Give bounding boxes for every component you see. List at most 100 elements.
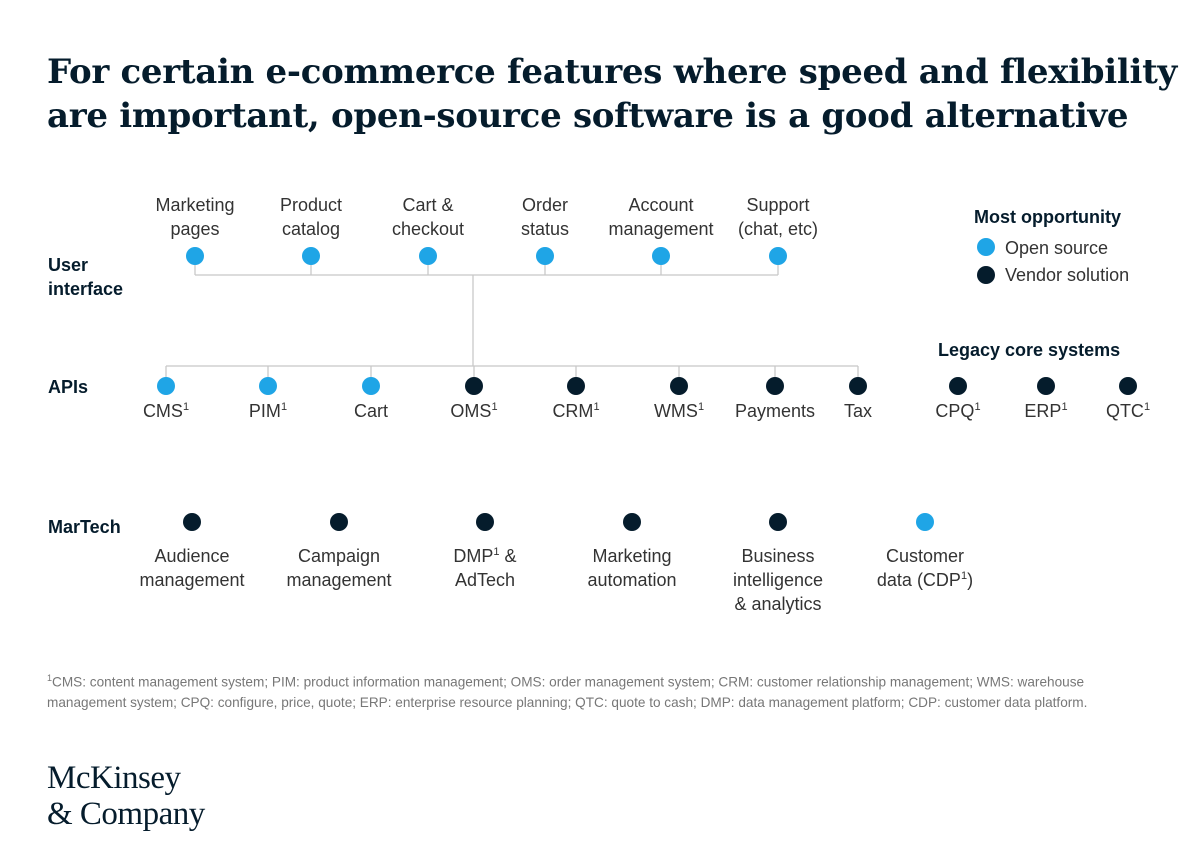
legend-open-dot [977, 238, 995, 256]
api-node: Payments [735, 377, 815, 421]
api-layer: CMS1 PIM1 Cart OMS1 CRM1 WMS1 Payments Tax [143, 377, 872, 421]
legend-title: Most opportunity [974, 207, 1121, 227]
ui-node-dot [419, 247, 437, 265]
api-node-label: OMS1 [450, 401, 497, 421]
title-line-2: are important, open-source software is a… [47, 96, 1129, 136]
martech-node-dot [916, 513, 934, 531]
ui-node: Account management [608, 195, 714, 265]
martech-node: Marketing automation [587, 513, 677, 590]
martech-node-dot [330, 513, 348, 531]
martech-node: Campaign management [286, 513, 392, 590]
api-node-dot [567, 377, 585, 395]
ui-node-label: Order [522, 195, 568, 215]
ui-node-dot [186, 247, 204, 265]
ui-node-label: (chat, etc) [738, 219, 818, 239]
legend: Most opportunity Open source Vendor soluti… [974, 207, 1129, 285]
api-node-label: WMS1 [654, 401, 704, 421]
logo-line-1: McKinsey [47, 760, 181, 796]
martech-node-label: Business [741, 546, 814, 566]
mckinsey-logo: McKinsey & Company [47, 760, 205, 832]
martech-node-label: management [139, 570, 244, 590]
ui-node-dot [769, 247, 787, 265]
martech-node-label: automation [587, 570, 676, 590]
row-label-apis: APIs [48, 377, 88, 397]
martech-node-label: DMP1 & [453, 546, 516, 566]
ui-node-dot [536, 247, 554, 265]
martech-node: DMP1 & AdTech [453, 513, 517, 590]
legacy-node: CPQ1 [935, 377, 981, 421]
legacy-node-label: CPQ1 [935, 401, 980, 421]
martech-node-label: Customer [886, 546, 964, 566]
martech-node-label: Audience [154, 546, 229, 566]
legend-vendor-label: Vendor solution [1005, 265, 1129, 285]
martech-node-label: AdTech [455, 570, 515, 590]
ui-node-dot [652, 247, 670, 265]
connector-lines [165, 256, 859, 386]
legacy-node-label: QTC1 [1106, 401, 1150, 421]
user-interface-layer: Marketing pages Product catalog Cart & checko… [155, 195, 818, 265]
ui-node: Marketing pages [155, 195, 235, 265]
ui-node-label: Marketing [155, 195, 234, 215]
title-line-1: For certain e-commerce features where sp… [47, 52, 1177, 92]
legacy-node-label: ERP1 [1024, 401, 1067, 421]
ui-node: Order status [521, 195, 569, 265]
ui-node-label: Account [628, 195, 693, 215]
api-node: WMS1 [654, 377, 704, 421]
api-node: CRM1 [552, 377, 600, 421]
api-node-dot [670, 377, 688, 395]
legend-vendor-dot [977, 266, 995, 284]
legacy-node: ERP1 [1024, 377, 1068, 421]
ui-node-label: pages [170, 219, 219, 239]
page-title: For certain e-commerce features where sp… [47, 50, 1177, 138]
ui-node: Product catalog [280, 195, 342, 265]
ui-node: Cart & checkout [392, 195, 464, 265]
api-node-dot [157, 377, 175, 395]
api-node-dot [259, 377, 277, 395]
api-node-label: PIM1 [249, 401, 287, 421]
legend-open-label: Open source [1005, 238, 1108, 258]
ui-node-dot [302, 247, 320, 265]
api-node-dot [465, 377, 483, 395]
martech-node-dot [476, 513, 494, 531]
martech-node: Business intelligence & analytics [733, 513, 823, 614]
legacy-title: Legacy core systems [938, 340, 1120, 360]
api-node-dot [362, 377, 380, 395]
martech-node-dot [623, 513, 641, 531]
ui-node-label: Product [280, 195, 342, 215]
row-label-martech: MarTech [48, 517, 121, 537]
legacy-node-dot [949, 377, 967, 395]
api-node-dot [849, 377, 867, 395]
api-node-label: Cart [354, 401, 388, 421]
martech-node-dot [183, 513, 201, 531]
martech-node-label: Campaign [298, 546, 380, 566]
api-node-label: Tax [844, 401, 872, 421]
api-node-label: CMS1 [143, 401, 189, 421]
api-node-dot [766, 377, 784, 395]
martech-layer: Audience management Campaign management DMP1… [139, 513, 973, 614]
logo-line-2: & Company [47, 796, 205, 832]
martech-node-label: management [286, 570, 391, 590]
api-node: CMS1 [143, 377, 189, 421]
martech-node: Customer data (CDP1) [877, 513, 973, 590]
martech-node-label: & analytics [734, 594, 821, 614]
martech-node-label: intelligence [733, 570, 823, 590]
footnote-text: CMS: content management system; PIM: pro… [47, 674, 1088, 710]
martech-node: Audience management [139, 513, 245, 590]
footnote: 1CMS: content management system; PIM: pr… [47, 668, 1157, 713]
ui-node-label: management [608, 219, 713, 239]
ui-node-label: catalog [282, 219, 340, 239]
row-labels: User interface APIs MarTech [48, 255, 123, 537]
martech-node-label: data (CDP1) [877, 570, 973, 590]
api-node: OMS1 [450, 377, 498, 421]
legacy-node: QTC1 [1106, 377, 1150, 421]
martech-node-label: Marketing [592, 546, 671, 566]
ui-node-label: checkout [392, 219, 464, 239]
api-node-label: Payments [735, 401, 815, 421]
footnote-marker: 1 [47, 673, 53, 683]
api-node-label: CRM1 [552, 401, 599, 421]
api-node: Tax [844, 377, 872, 421]
ui-node: Support (chat, etc) [738, 195, 818, 265]
ui-node-label: Cart & [402, 195, 453, 215]
api-node: PIM1 [249, 377, 287, 421]
